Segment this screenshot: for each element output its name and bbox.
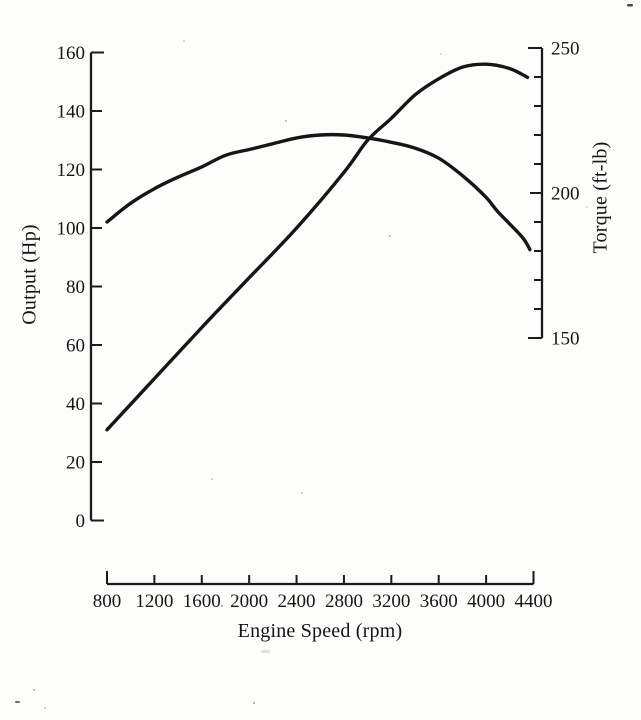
scan-speck (586, 206, 588, 208)
right-axis-tick-label: 150 (551, 329, 580, 350)
left-axis-tick-label: 100 (57, 219, 86, 240)
scan-speck (211, 478, 213, 480)
x-axis-tick-label: 1200 (135, 591, 173, 612)
output-hp-curve (105, 62, 530, 432)
x-axis-tick-label: 3200 (372, 591, 410, 612)
left-axis-tick-label: 0 (76, 511, 86, 532)
x-axis-title: Engine Speed (rpm) (237, 620, 403, 642)
x-axis-tick-label: 2000 (230, 591, 268, 612)
scan-speck (627, 4, 633, 7)
left-axis-tick-label: 80 (66, 277, 85, 298)
scan-speck (301, 492, 303, 494)
scan-speck (44, 707, 46, 709)
left-axis-tick-label: 20 (66, 453, 85, 474)
left-axis-tick-label: 40 (66, 394, 85, 415)
scan-speck (285, 120, 287, 122)
right-axis-tick-label: 250 (551, 39, 580, 60)
left-axis-tick-label: 140 (57, 102, 86, 123)
left-axis-tick-label: 60 (66, 336, 85, 357)
right-axis-title: Torque (ft-lb) (589, 141, 612, 254)
scan-speck (183, 40, 185, 42)
left-axis-tick-label: 120 (57, 160, 86, 181)
x-axis-tick-label: 800 (93, 591, 122, 612)
scan-speck (253, 702, 255, 704)
x-axis-tick-label: 1600 (183, 591, 221, 612)
x-axis-tick-label: 4400 (515, 591, 553, 612)
right-axis-tick-label: 200 (551, 184, 580, 205)
x-axis-tick-label: 2400 (278, 591, 316, 612)
scan-speck (33, 689, 35, 691)
x-axis-tick-label: 2800 (325, 591, 363, 612)
scan-speck (389, 235, 391, 237)
left-axis-tick-label: 160 (57, 43, 86, 64)
scan-speck (15, 701, 20, 703)
x-axis-tick-label: 4000 (467, 591, 505, 612)
torque-curve (105, 132, 532, 252)
x-axis-tick-label: 3600 (420, 591, 458, 612)
scan-speck (221, 605, 223, 607)
scan-speck (440, 53, 442, 55)
left-axis-title: Output (Hp) (18, 224, 41, 325)
scan-speck (261, 650, 270, 653)
